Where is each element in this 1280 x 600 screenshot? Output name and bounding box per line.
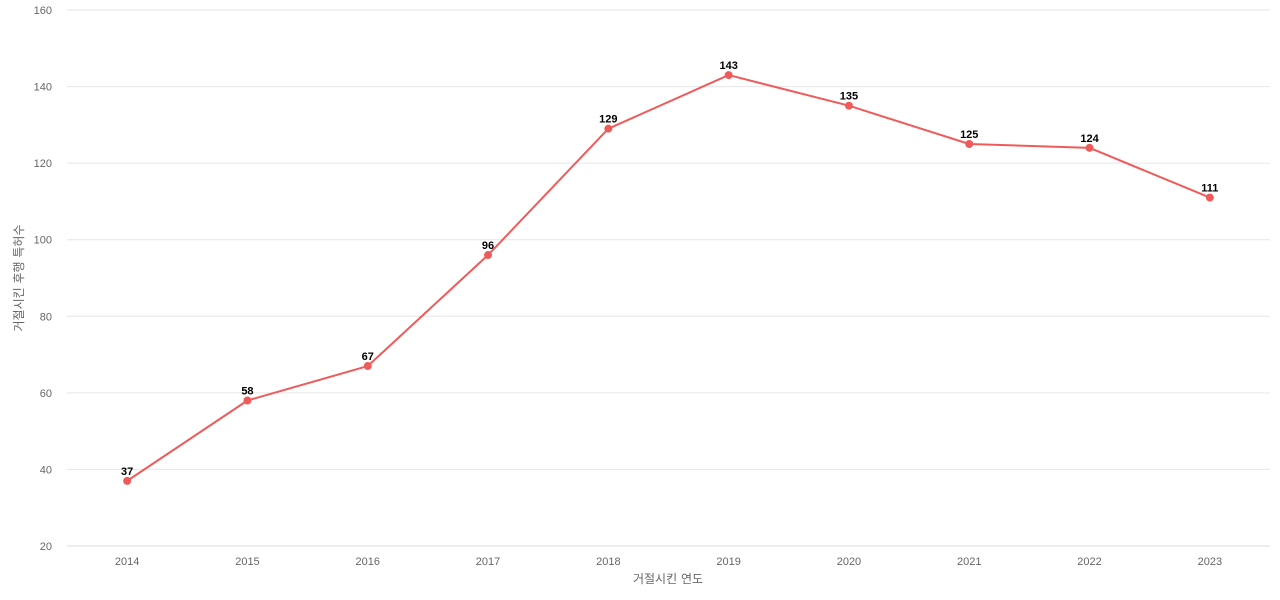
data-label: 143 [719, 60, 737, 72]
data-label: 58 [241, 386, 253, 398]
x-tick-label: 2023 [1198, 556, 1222, 568]
data-label: 129 [599, 114, 617, 126]
x-axis-title: 거절시킨 연도 [633, 572, 703, 586]
data-label: 135 [840, 91, 858, 103]
x-tick-label: 2017 [476, 556, 500, 568]
axis-layer: 20 40 60 80 100 120 140 160 2014 2015 2016 2017 2018… [34, 5, 1222, 568]
data-label: 124 [1080, 133, 1099, 145]
x-tick-label: 2015 [235, 556, 259, 568]
x-tick-label: 2021 [957, 556, 981, 568]
data-point[interactable] [484, 251, 493, 260]
y-tick-label: 140 [34, 82, 52, 94]
data-label: 67 [362, 351, 374, 363]
data-point[interactable] [724, 71, 733, 80]
y-tick-label: 20 [40, 541, 52, 553]
x-tick-label: 2016 [356, 556, 380, 568]
y-tick-label: 100 [34, 235, 52, 247]
data-point[interactable] [1205, 193, 1214, 202]
y-axis-title: 거절시킨 후행 특허수 [11, 225, 26, 332]
x-tick-label: 2020 [837, 556, 861, 568]
y-tick-label: 120 [34, 158, 52, 170]
y-tick-label: 80 [40, 311, 52, 323]
data-point[interactable] [363, 362, 372, 371]
series-layer [123, 71, 1214, 485]
data-point[interactable] [604, 124, 613, 133]
data-point[interactable] [1085, 143, 1094, 152]
y-tick-label: 160 [34, 5, 52, 17]
label-layer: 37 58 67 96 129 143 135 125 124 111 [121, 60, 1218, 478]
x-tick-label: 2014 [115, 556, 139, 568]
data-point[interactable] [965, 140, 974, 148]
y-tick-label: 40 [40, 464, 52, 476]
data-point[interactable] [123, 476, 132, 485]
data-point[interactable] [844, 101, 853, 110]
x-tick-label: 2018 [596, 556, 620, 568]
data-label: 111 [1201, 183, 1218, 195]
data-label: 96 [482, 240, 494, 252]
data-label: 37 [121, 466, 133, 478]
grid-layer [67, 9, 1270, 547]
series-line [126, 74, 1211, 482]
x-tick-label: 2019 [716, 556, 740, 568]
data-label: 125 [960, 129, 978, 141]
data-point[interactable] [243, 396, 252, 405]
y-tick-label: 60 [40, 388, 52, 400]
x-tick-label: 2022 [1077, 556, 1101, 568]
